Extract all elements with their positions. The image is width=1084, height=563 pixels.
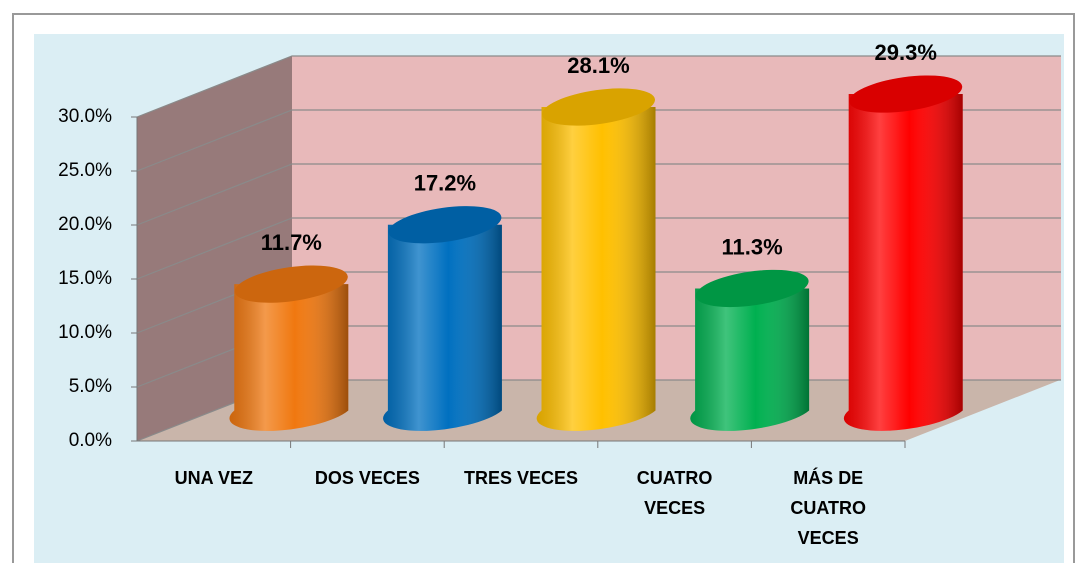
x-tick-label: UNA VEZ [175, 468, 253, 488]
value-label: 28.1% [567, 53, 629, 78]
bar-cap [542, 88, 655, 126]
grid-line [136, 217, 1061, 280]
bar-cap [234, 265, 348, 303]
x-tick-label: DOS VECES [315, 468, 420, 488]
y-tick-label: 0.0% [69, 430, 112, 451]
grid-line [136, 163, 1061, 226]
y-tick-label: 25.0% [58, 160, 112, 181]
grid-line [136, 109, 1061, 172]
value-label: 29.3% [875, 40, 937, 65]
bar-cap [695, 269, 809, 308]
value-label: 11.3% [722, 234, 783, 259]
y-tick-label: 15.0% [58, 268, 112, 289]
y-tick-label: 10.0% [58, 322, 112, 343]
x-tick-label: CUATRO VECES [637, 468, 713, 518]
value-label: 11.7% [261, 230, 322, 255]
bar-shade [843, 94, 963, 431]
bar-shade [536, 107, 656, 431]
bar-shade [383, 224, 502, 431]
value-label: 17.2% [414, 171, 476, 196]
bar-shade [690, 288, 810, 431]
y-tick-label: 30.0% [58, 106, 112, 127]
bar-shade [229, 284, 349, 431]
x-tick-label: TRES VECES [464, 468, 578, 488]
x-tick-label: MÁS DE CUATRO VECES [790, 467, 866, 548]
grid-line [136, 55, 1061, 118]
bar-cap [849, 75, 963, 113]
y-tick-label: 20.0% [58, 214, 112, 235]
bar-cap [388, 206, 502, 244]
y-tick-label: 5.0% [69, 376, 112, 397]
